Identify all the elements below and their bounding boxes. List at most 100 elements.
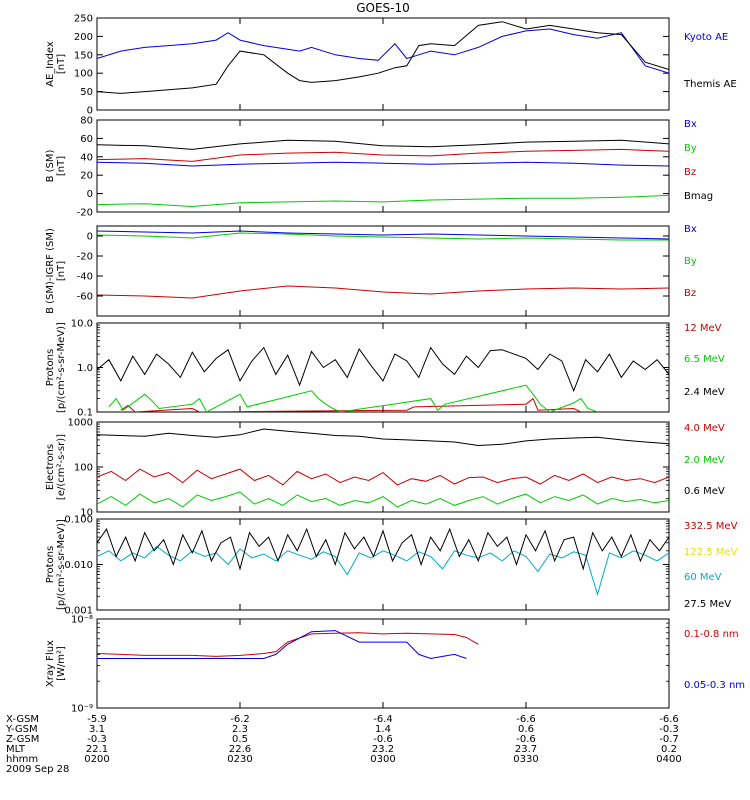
legend-entry: 12 MeV <box>684 323 722 334</box>
series-line-ae-0 <box>97 28 669 74</box>
y-tick-label: 0 <box>87 232 93 243</box>
footer-tick-value: 2.3 <box>232 724 248 735</box>
y-tick-label: 40 <box>80 152 93 163</box>
y-tick-label: 100 <box>74 69 93 80</box>
panel-frame-ae <box>96 17 670 111</box>
footer-tick-value: 0300 <box>370 754 395 765</box>
y-axis-label: Protons <box>45 546 56 583</box>
series-line-bsm-1 <box>97 194 669 208</box>
series-line-protons_high-2 <box>97 545 669 597</box>
y-tick-label: 200 <box>74 32 93 43</box>
series-line-protons_low-0 <box>120 397 582 412</box>
footer-tick-value: -5.9 <box>87 714 107 725</box>
y-tick-label: 10.0 <box>71 319 93 330</box>
y-axis-label: [nT] <box>56 156 67 176</box>
panel-frame-xray <box>96 618 670 709</box>
footer-row-label: Z-GSM <box>6 734 39 745</box>
footer-tick-value: 0.6 <box>518 724 534 735</box>
footer-tick-value: 1.4 <box>375 724 391 735</box>
series-line-protons_high-3 <box>97 527 669 571</box>
y-tick-label: 80 <box>80 116 93 127</box>
series-line-xray-1 <box>97 630 467 660</box>
footer-tick-value: -6.2 <box>230 714 250 725</box>
y-tick-label: 20 <box>80 171 93 182</box>
y-tick-label: 100 <box>74 463 93 474</box>
legend-entry: By <box>684 143 697 154</box>
y-axis-label: [p/(cm²-s-sr-MeV)] <box>56 322 67 413</box>
footer-row-label: X-GSM <box>6 714 39 725</box>
y-tick-label: 0.001 <box>64 606 93 617</box>
footer-tick-value: -0.6 <box>516 734 536 745</box>
footer-tick-value: 0400 <box>656 754 681 765</box>
footer-tick-value: -0.3 <box>659 724 679 735</box>
legend-entry: 332.5 MeV <box>684 521 738 532</box>
footer-row-label: Y-GSM <box>5 724 38 735</box>
legend-entry: Kyoto AE <box>684 32 728 43</box>
y-axis-label: [p/(cm²-s-sr-MeV)] <box>56 519 67 610</box>
footer-tick-value: 23.7 <box>515 744 537 755</box>
legend-entry: Themis AE <box>683 79 737 90</box>
series-line-protons_low-1 <box>108 384 598 412</box>
legend-entry: By <box>684 256 697 267</box>
y-axis-label: Electrons <box>45 444 56 490</box>
legend-entry: 2.4 MeV <box>684 387 725 398</box>
legend-entry: Bz <box>684 167 696 178</box>
legend-entry: 0.6 MeV <box>684 486 725 497</box>
y-tick-label: 0 <box>87 189 93 200</box>
y-axis-label: [W/m²] <box>56 646 67 681</box>
y-tick-label: 1.0 <box>77 363 93 374</box>
series-line-ae-1 <box>97 21 669 94</box>
series-line-xray-0 <box>97 632 479 657</box>
footer-tick-value: -6.4 <box>373 714 393 725</box>
y-tick-label: 0.100 <box>64 515 93 526</box>
y-tick-label: 150 <box>74 50 93 61</box>
footer-tick-value: 3.1 <box>89 724 105 735</box>
footer-tick-value: 0330 <box>513 754 538 765</box>
y-tick-label: -60 <box>77 292 93 303</box>
y-axis-label: B (SM) <box>45 149 56 182</box>
y-tick-label: 1000 <box>68 418 93 429</box>
y-tick-label: 0 <box>87 106 93 117</box>
y-tick-label: 0.1 <box>77 408 93 419</box>
series-line-electrons-0 <box>97 468 669 486</box>
footer-tick-value: -0.6 <box>373 734 393 745</box>
panel-frame-protons_low <box>96 322 670 413</box>
y-tick-label: -40 <box>77 272 93 283</box>
y-axis-label: [e/(cm²-s-sr)] <box>56 434 67 500</box>
y-tick-label: -20 <box>77 208 93 219</box>
legend-entry: Bz <box>684 288 696 299</box>
y-tick-label: 10⁻⁹ <box>71 704 93 715</box>
panel-frame-electrons <box>96 421 670 513</box>
legend-entry: 2.0 MeV <box>684 455 725 466</box>
series-line-bsm-0 <box>97 161 669 167</box>
legend-entry: Bx <box>684 119 697 130</box>
legend-entry: 122.5 MeV <box>684 547 738 558</box>
footer-tick-value: -6.6 <box>516 714 536 725</box>
legend-entry: Bmag <box>684 191 713 202</box>
panel-frame-protons_high <box>96 518 670 611</box>
legend-entry: Bx <box>684 224 697 235</box>
footer-row-label: 2009 Sep 28 <box>6 764 69 775</box>
series-line-bdiff-0 <box>97 230 669 240</box>
chart-title: GOES-10 <box>356 1 410 15</box>
series-line-electrons-1 <box>97 491 669 508</box>
y-tick-label: 50 <box>80 87 93 98</box>
series-line-bdiff-1 <box>97 232 669 241</box>
footer-tick-value: 23.2 <box>372 744 394 755</box>
y-axis-label: Xray Flux <box>45 640 56 687</box>
series-line-bsm-3 <box>97 139 669 150</box>
legend-entry: 60 MeV <box>684 572 722 583</box>
y-axis-label: [nT] <box>56 54 67 74</box>
legend-entry: 0.05-0.3 nm <box>684 680 745 691</box>
footer-tick-value: 0.5 <box>232 734 248 745</box>
y-tick-label: 10 <box>80 508 93 519</box>
y-tick-label: 60 <box>80 134 93 145</box>
series-line-bdiff-2 <box>97 285 669 299</box>
series-line-protons_low-2 <box>97 346 669 393</box>
series-line-electrons-2 <box>97 428 669 447</box>
y-axis-label: Protons <box>45 349 56 386</box>
footer-row-label: MLT <box>6 744 26 755</box>
y-tick-label: 250 <box>74 14 93 25</box>
footer-tick-value: 0230 <box>227 754 252 765</box>
